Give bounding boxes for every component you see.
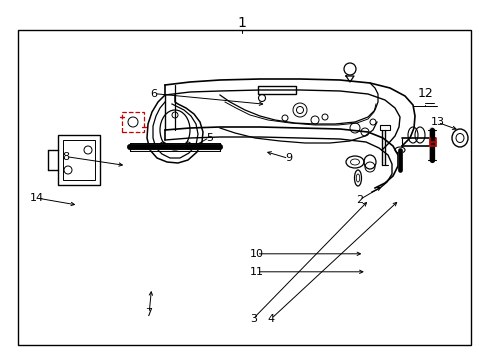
Bar xyxy=(18,30,470,345)
Text: 13: 13 xyxy=(430,117,444,127)
Text: 1: 1 xyxy=(237,17,246,30)
Text: 5: 5 xyxy=(205,132,212,143)
Bar xyxy=(379,125,389,130)
Text: 4: 4 xyxy=(267,314,274,324)
Bar xyxy=(258,86,295,94)
Text: 8: 8 xyxy=(62,152,69,162)
Text: 14: 14 xyxy=(30,193,43,203)
Text: 10: 10 xyxy=(249,249,263,259)
Text: 12: 12 xyxy=(417,87,432,100)
Text: 6: 6 xyxy=(150,89,157,99)
Text: 2: 2 xyxy=(355,195,362,205)
Text: 7: 7 xyxy=(145,308,152,318)
Bar xyxy=(63,140,95,180)
Text: 3: 3 xyxy=(249,314,256,324)
Text: 11: 11 xyxy=(249,267,263,277)
Text: 9: 9 xyxy=(285,153,291,163)
Bar xyxy=(58,135,100,185)
Bar xyxy=(122,112,143,132)
